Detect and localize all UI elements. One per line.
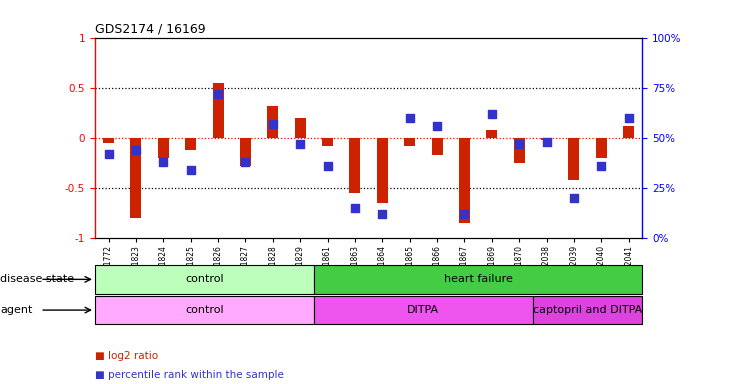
Point	[239, 159, 251, 165]
Bar	[95, 296, 314, 324]
Point	[158, 159, 169, 165]
Text: agent: agent	[0, 305, 32, 315]
Bar	[240, 138, 251, 166]
Point	[377, 211, 388, 217]
Bar	[569, 138, 580, 180]
Bar	[431, 138, 442, 155]
Point	[294, 141, 306, 147]
Text: control: control	[185, 274, 223, 285]
Bar	[404, 138, 415, 146]
Bar	[103, 138, 114, 143]
Point	[349, 205, 361, 211]
Bar	[623, 126, 634, 138]
Bar	[131, 138, 142, 218]
Bar	[533, 296, 642, 324]
Point	[185, 167, 196, 173]
Text: ■ percentile rank within the sample: ■ percentile rank within the sample	[95, 370, 284, 380]
Bar	[95, 265, 314, 294]
Bar	[314, 296, 533, 324]
Point	[568, 195, 580, 201]
Text: control: control	[185, 305, 223, 315]
Bar	[314, 265, 642, 294]
Bar	[541, 138, 552, 140]
Point	[541, 139, 553, 145]
Point	[458, 211, 470, 217]
Bar	[212, 83, 223, 138]
Text: heart failure: heart failure	[444, 274, 512, 285]
Point	[103, 151, 115, 157]
Bar	[514, 138, 525, 163]
Text: GDS2174 / 16169: GDS2174 / 16169	[95, 23, 206, 36]
Bar	[350, 138, 361, 193]
Point	[513, 141, 525, 147]
Bar	[158, 138, 169, 158]
Point	[596, 163, 607, 169]
Text: captopril and DITPA: captopril and DITPA	[533, 305, 642, 315]
Bar	[267, 106, 278, 138]
Point	[130, 147, 142, 153]
Bar	[596, 138, 607, 158]
Bar	[486, 130, 497, 138]
Text: DITPA: DITPA	[407, 305, 439, 315]
Point	[404, 115, 415, 121]
Bar	[295, 118, 306, 138]
Point	[212, 91, 224, 98]
Point	[431, 123, 443, 129]
Point	[267, 121, 279, 127]
Text: disease state: disease state	[0, 274, 74, 285]
Point	[623, 115, 634, 121]
Point	[322, 163, 334, 169]
Bar	[322, 138, 333, 146]
Bar	[377, 138, 388, 203]
Bar	[185, 138, 196, 150]
Point	[486, 111, 498, 118]
Bar	[459, 138, 470, 223]
Text: ■ log2 ratio: ■ log2 ratio	[95, 351, 158, 361]
